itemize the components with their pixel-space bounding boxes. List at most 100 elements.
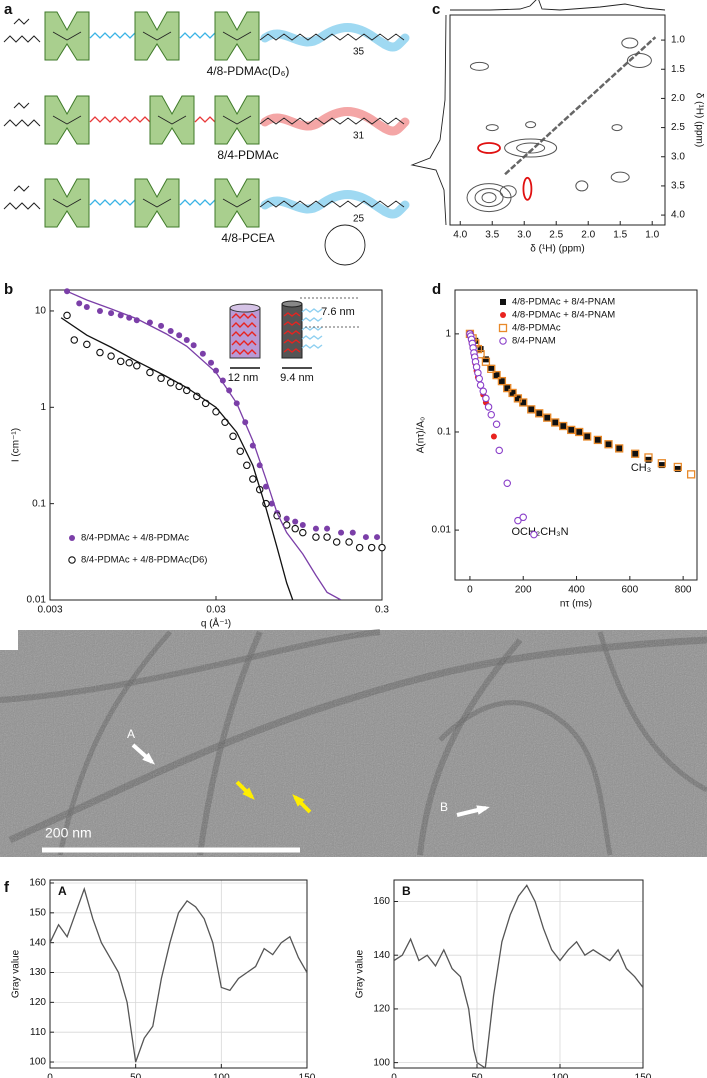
data-point <box>559 421 568 431</box>
x-tick-label: 800 <box>675 585 692 596</box>
data-point <box>292 518 299 525</box>
data-point <box>229 432 237 441</box>
legend-marker <box>499 337 507 345</box>
urea-bond <box>52 198 82 208</box>
y-tick-label: 1 <box>445 329 451 340</box>
data-point <box>167 327 174 334</box>
chain <box>231 340 257 346</box>
plot-frame <box>49 289 383 601</box>
x-tick-label: 150 <box>299 1073 316 1078</box>
data-point <box>508 388 517 398</box>
arrow-b-head <box>476 805 490 815</box>
x-tick-label: 100 <box>552 1073 569 1078</box>
alkyl-tail <box>3 35 41 43</box>
data-point <box>514 516 522 525</box>
polymer-label: 4/8-PDMAc(D₆) <box>207 64 290 78</box>
alkyl-branch <box>13 185 30 192</box>
polymer-backbone <box>259 200 405 208</box>
y-tick-label: 0.1 <box>32 498 46 509</box>
x-tick-label: 600 <box>621 585 638 596</box>
x-tick-label: 3.0 <box>517 230 531 241</box>
diagonal <box>504 36 657 176</box>
panel-label: b <box>4 281 13 298</box>
x-tick-label: 2.5 <box>549 230 563 241</box>
x-tick-label: 1.5 <box>613 230 627 241</box>
urea-bond <box>222 198 252 208</box>
urea-bond <box>142 31 172 41</box>
urea-unit <box>214 178 260 228</box>
legend-marker <box>69 535 75 541</box>
alkyl-tail <box>3 202 41 210</box>
data-point <box>551 418 560 427</box>
data-point <box>367 543 376 552</box>
legend-label: 8/4-PDMAc + 4/8-PDMAc <box>81 533 189 544</box>
panel-label: c <box>432 1 440 18</box>
projection-top <box>450 0 666 11</box>
x-axis-label: δ (¹H) (ppm) <box>530 244 584 255</box>
data-point <box>108 310 115 317</box>
data-point <box>584 433 591 440</box>
data-point <box>645 456 652 463</box>
y-axis-label: δ (¹H) (ppm) <box>693 93 704 147</box>
data-point <box>514 395 521 402</box>
data-point <box>116 357 125 366</box>
data-point <box>338 529 345 536</box>
chain <box>301 335 323 340</box>
alkyl-branch <box>13 18 30 25</box>
data-point <box>299 522 306 529</box>
x-tick-label: 1.0 <box>645 230 659 241</box>
data-point <box>213 367 219 374</box>
data-point <box>362 534 369 541</box>
cylinder-top <box>281 300 303 308</box>
contour <box>611 124 623 132</box>
plot-frame <box>49 879 308 1069</box>
data-point <box>583 432 592 441</box>
data-point <box>476 381 485 389</box>
data-point <box>63 311 71 320</box>
data-line <box>66 290 342 600</box>
x-tick-label: 50 <box>471 1073 483 1078</box>
data-point <box>535 409 544 418</box>
data-point <box>312 525 319 532</box>
data-point <box>490 433 497 440</box>
chain <box>231 349 257 355</box>
data-point <box>83 340 91 349</box>
y-tick-label: 3.5 <box>671 181 685 192</box>
data-point <box>243 461 251 470</box>
data-point <box>604 440 613 449</box>
annotation: 7.6 nm <box>321 306 355 318</box>
urea-bond <box>142 198 172 208</box>
data-point <box>488 364 495 371</box>
urea-unit <box>214 95 260 145</box>
y-tick-label: 1.0 <box>671 35 685 46</box>
data-point <box>323 533 331 541</box>
data-point <box>543 413 552 422</box>
y-tick-label: 1 <box>40 402 46 413</box>
y-tick-label: 2.5 <box>671 122 685 133</box>
contour <box>610 171 630 183</box>
data-point <box>176 332 183 339</box>
data-point <box>482 394 490 403</box>
data-point <box>345 538 353 546</box>
x-tick-label: 0 <box>467 585 473 596</box>
y-axis-label: I (cm⁻¹) <box>11 428 22 462</box>
legend-label: 8/4-PDMAc + 4/8-PDMAc(D6) <box>81 555 207 566</box>
data-point <box>76 300 83 307</box>
contour <box>525 121 537 129</box>
y-tick-label: 0.1 <box>437 427 451 438</box>
chart-title: A <box>58 884 67 898</box>
data-point <box>133 361 141 370</box>
data-point <box>183 336 190 343</box>
polymer-label: 4/8-PCEA <box>221 231 274 245</box>
x-axis-label: q (Å⁻¹) <box>201 617 231 630</box>
urea-unit <box>134 178 180 228</box>
legend-label: 4/8-PDMAc + 8/4-PNAM <box>512 310 615 321</box>
x-tick-label: 150 <box>635 1073 652 1078</box>
legend-label: 4/8-PDMAc + 8/4-PNAM <box>512 297 615 308</box>
y-tick-label: 3.0 <box>671 151 685 162</box>
data-point <box>487 364 496 374</box>
data-point <box>605 441 612 448</box>
data-point <box>631 449 640 458</box>
contour <box>621 37 639 49</box>
data-point <box>484 403 493 411</box>
